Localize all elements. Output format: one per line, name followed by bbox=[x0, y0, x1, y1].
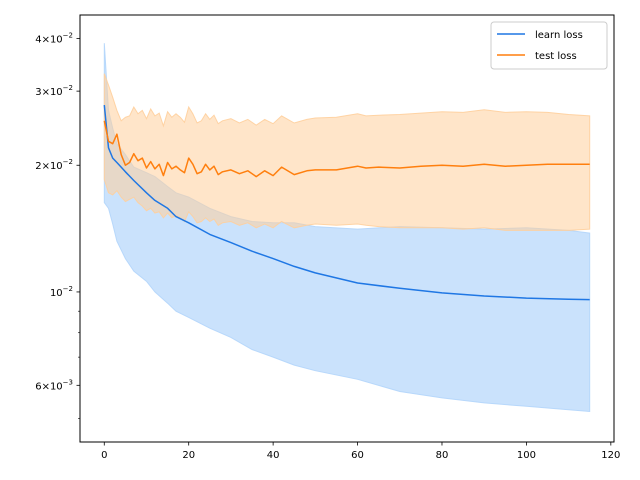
learn-loss-line bbox=[103, 105, 590, 301]
y-tick-label: 4×10−2 bbox=[35, 32, 73, 46]
confidence-bands bbox=[103, 43, 591, 413]
x-tick-label: 100 bbox=[517, 450, 536, 461]
x-axis: 0 20 40 60 80 100 120 bbox=[101, 442, 620, 461]
x-tick-label: 20 bbox=[182, 450, 195, 461]
x-tick-label: 60 bbox=[351, 450, 364, 461]
test-loss-line bbox=[103, 120, 590, 178]
y-axis: 4×10−2 3×10−2 2×10−2 10−2 6×10−3 bbox=[35, 32, 80, 419]
test-loss-legend-label: test loss bbox=[535, 51, 577, 62]
y-tick-label: 10−2 bbox=[50, 285, 73, 299]
y-tick-label: 2×10−2 bbox=[35, 158, 73, 172]
plot-frame bbox=[79, 14, 615, 443]
x-tick-label: 120 bbox=[601, 450, 620, 461]
x-tick-label: 40 bbox=[267, 450, 280, 461]
series-lines bbox=[103, 105, 590, 301]
y-tick-label: 6×10−3 bbox=[35, 378, 73, 392]
x-tick-label: 80 bbox=[436, 450, 449, 461]
x-tick-label: 0 bbox=[101, 450, 107, 461]
learn-loss-legend-label: learn loss bbox=[535, 30, 583, 41]
y-tick-label: 3×10−2 bbox=[35, 84, 73, 98]
legend: learn loss test loss bbox=[490, 21, 608, 70]
